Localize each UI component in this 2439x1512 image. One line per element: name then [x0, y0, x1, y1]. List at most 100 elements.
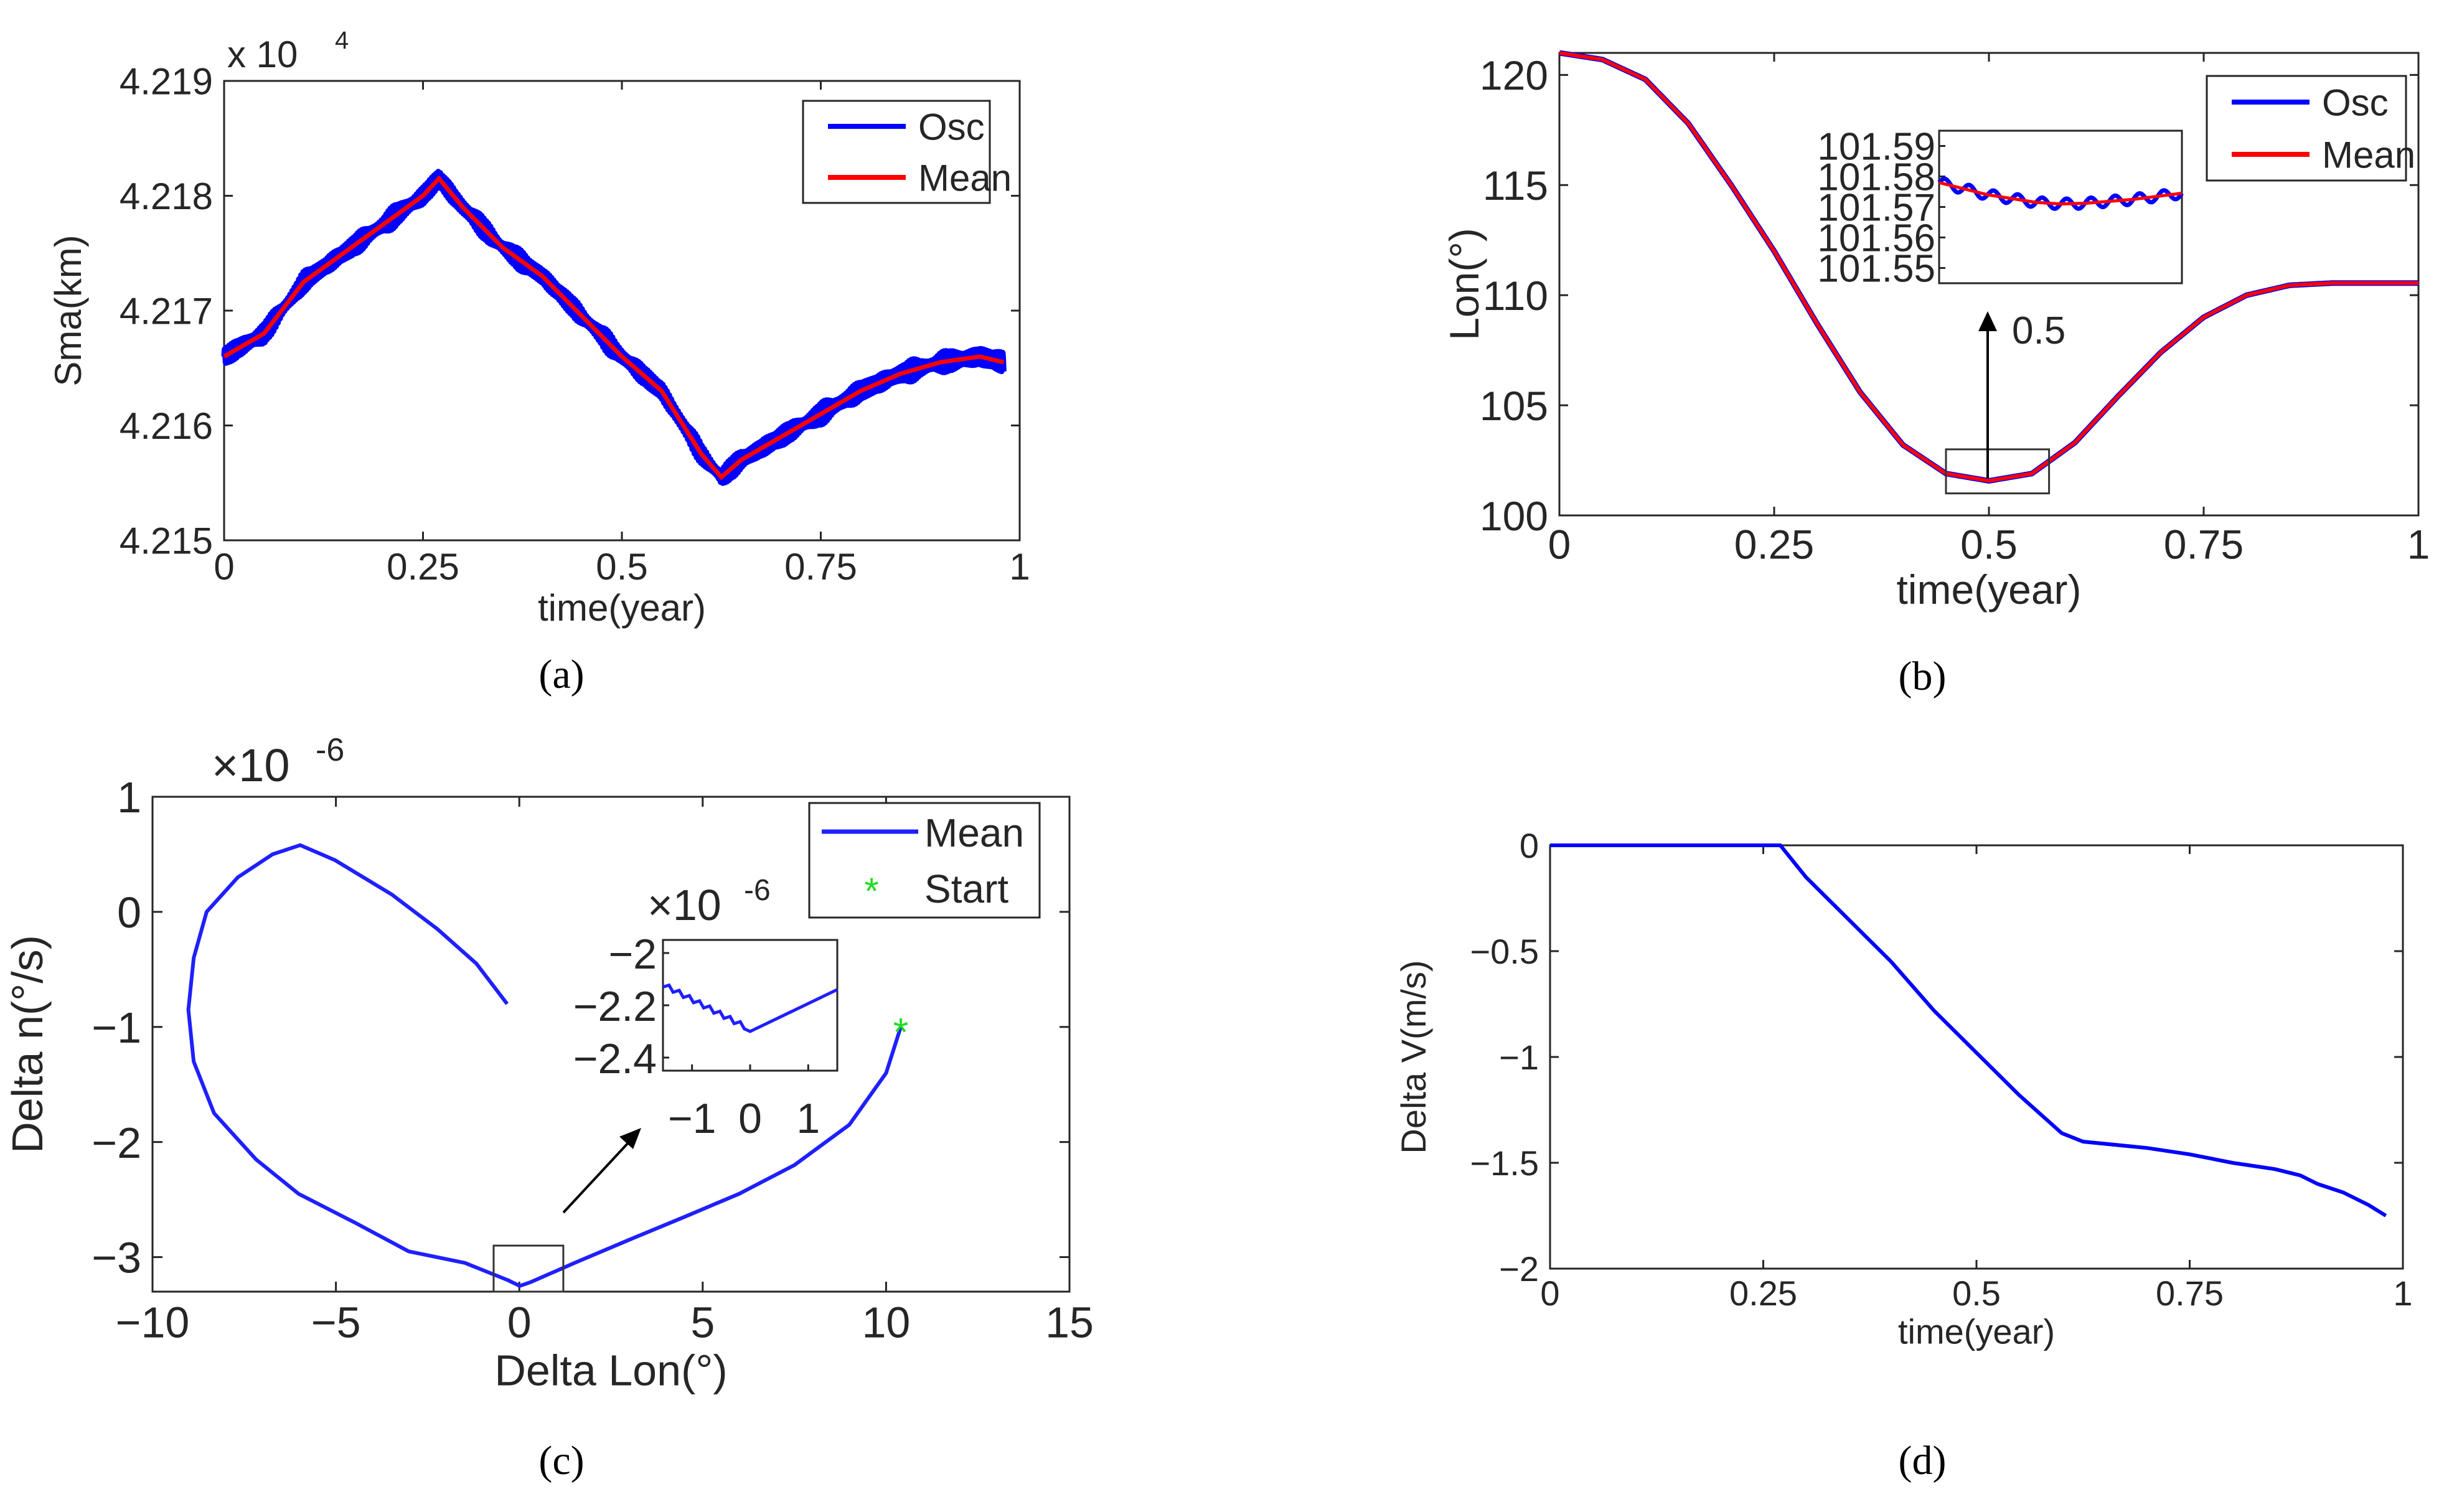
y-tick-label: 115	[1483, 162, 1548, 209]
x-tick-label: −10	[116, 1298, 190, 1347]
x-tick-label: 0.25	[1734, 521, 1814, 567]
zoom-box	[1945, 448, 2051, 495]
x-tick-label: 0	[1548, 521, 1571, 567]
y-tick-label: 0	[117, 888, 141, 937]
legend-box	[802, 100, 991, 204]
inset-mean-line	[1939, 181, 2183, 206]
legend-label: Mean	[918, 157, 1012, 199]
chart-d-deltav: 0 0.25 0.5 0.75 1 0 −0.5 −1 −1.5 −2 time(year) Delt…	[1394, 826, 2413, 1483]
x-tick-label: 1	[2407, 521, 2430, 567]
series-mean-line	[223, 175, 1005, 481]
inset-y-tick-label: 101.57	[1817, 187, 1935, 230]
y-exponent-power: 4	[335, 27, 349, 54]
chart-a-sma: 0 0.25 0.5 0.75 1 4.215 4.216 4.217 4.218 4.219 ti…	[47, 27, 1030, 697]
x-tick-label: 0.75	[2164, 521, 2244, 567]
panel-caption: (a)	[538, 652, 584, 697]
y-tick-label: 120	[1480, 52, 1548, 98]
y-tick-label: 4.215	[120, 520, 213, 562]
series-osc-line	[221, 169, 1007, 486]
x-tick-label: 1	[1009, 546, 1030, 588]
x-tick-label: 5	[690, 1298, 715, 1347]
y-tick-label: 4.217	[120, 291, 213, 332]
inset-y-tick-label: −2.2	[573, 983, 657, 1030]
y-tick-label: 110	[1483, 273, 1548, 319]
x-tick-label: 1	[2393, 1274, 2412, 1313]
panel-caption: (c)	[538, 1438, 584, 1483]
x-axis-label: time(year)	[1896, 566, 2081, 613]
inset-y-tick-label: 101.58	[1817, 156, 1935, 199]
y-tick-label: 4.219	[120, 61, 213, 103]
x-tick-label: 15	[1045, 1298, 1094, 1347]
y-tick-label: 4.218	[120, 176, 213, 217]
y-axis-label: Delta n(°/s)	[3, 935, 52, 1153]
inset-exponent-power: -6	[744, 874, 771, 907]
y-tick-label: −3	[92, 1234, 141, 1282]
plot-frame	[1549, 844, 2404, 1270]
inset-y-tick-label: 101.59	[1817, 126, 1935, 169]
x-axis-label: Delta Lon(°)	[494, 1346, 727, 1395]
y-tick-label: 0	[1520, 826, 1539, 865]
x-tick-label: 0	[214, 546, 234, 588]
x-tick-label: 0.5	[1952, 1274, 2001, 1313]
inset-x-tick-label: 0	[738, 1095, 762, 1142]
legend-box	[2206, 75, 2407, 182]
x-axis-label: time(year)	[538, 587, 706, 629]
x-tick-label: 10	[862, 1298, 910, 1347]
inset-mean-line	[662, 983, 839, 1033]
series-mean-line	[1559, 51, 2418, 483]
y-tick-label: 105	[1480, 383, 1548, 429]
start-marker: *	[893, 1010, 909, 1054]
y-exponent-base: x 10	[227, 34, 298, 75]
x-tick-label: 0.5	[1960, 521, 2018, 567]
x-tick-label: 0	[1540, 1274, 1559, 1313]
plot-frame	[151, 796, 1071, 1293]
x-axis-label: time(year)	[1898, 1312, 2055, 1351]
x-tick-label: 0.75	[784, 546, 857, 588]
x-tick-label: 0	[507, 1298, 532, 1347]
inset-y-tick-label: −2.4	[573, 1035, 657, 1082]
y-tick-label: −2	[92, 1119, 141, 1167]
y-tick-label: 4.216	[120, 405, 213, 447]
y-tick-label: 100	[1480, 493, 1548, 539]
y-exponent-power: -6	[316, 732, 344, 768]
y-exponent-base: ×10	[212, 740, 290, 791]
legend-marker-start: *	[864, 870, 878, 912]
x-tick-label: 0.25	[1729, 1274, 1797, 1313]
y-tick-label: −2	[1499, 1249, 1539, 1289]
y-tick-label: −1.5	[1470, 1143, 1539, 1183]
y-tick-label: −1	[1499, 1038, 1539, 1077]
legend-label: Osc	[2322, 82, 2389, 124]
inset-y-tick-label: −2	[608, 931, 657, 978]
legend-label: Osc	[918, 106, 985, 148]
zoom-arrow-head	[619, 1128, 641, 1149]
chart-b-lon: 0 0.25 0.5 0.75 1 100 105 110 115 120 time(year) Lo…	[1441, 50, 2430, 699]
legend-box	[808, 802, 1041, 919]
inset-x-tick-label: −1	[668, 1095, 717, 1142]
y-tick-label: −1	[92, 1003, 141, 1052]
inset-frame	[662, 939, 839, 1072]
panel-caption: (d)	[1899, 1438, 1947, 1483]
x-tick-label: 0.25	[387, 546, 459, 588]
y-tick-label: 1	[117, 773, 141, 822]
y-axis-label: Delta V(m/s)	[1394, 960, 1433, 1153]
inset-x-tick-label: 1	[796, 1095, 820, 1142]
inset-y-tick-label: 101.55	[1817, 248, 1935, 291]
y-axis-label: Lon(°)	[1441, 228, 1487, 340]
legend-label: Mean	[924, 810, 1024, 855]
x-tick-label: 0.5	[596, 546, 647, 588]
y-axis-label: Sma(km)	[47, 235, 89, 386]
panel-caption: (b)	[1899, 654, 1947, 699]
legend-label: Start	[924, 866, 1008, 911]
inset-y-tick-label: 101.56	[1817, 217, 1935, 260]
y-tick-label: −0.5	[1470, 932, 1539, 971]
zoom-box	[492, 1244, 565, 1293]
inset-arrow-label: 0.5	[2012, 309, 2065, 352]
zoom-arrow-head	[1978, 311, 1997, 331]
x-tick-label: −5	[311, 1298, 361, 1347]
zoom-arrow	[562, 1141, 630, 1214]
x-tick-label: 0.75	[2156, 1274, 2224, 1313]
legend-label: Mean	[2322, 134, 2415, 176]
series-deltav-line	[1550, 843, 2387, 1218]
